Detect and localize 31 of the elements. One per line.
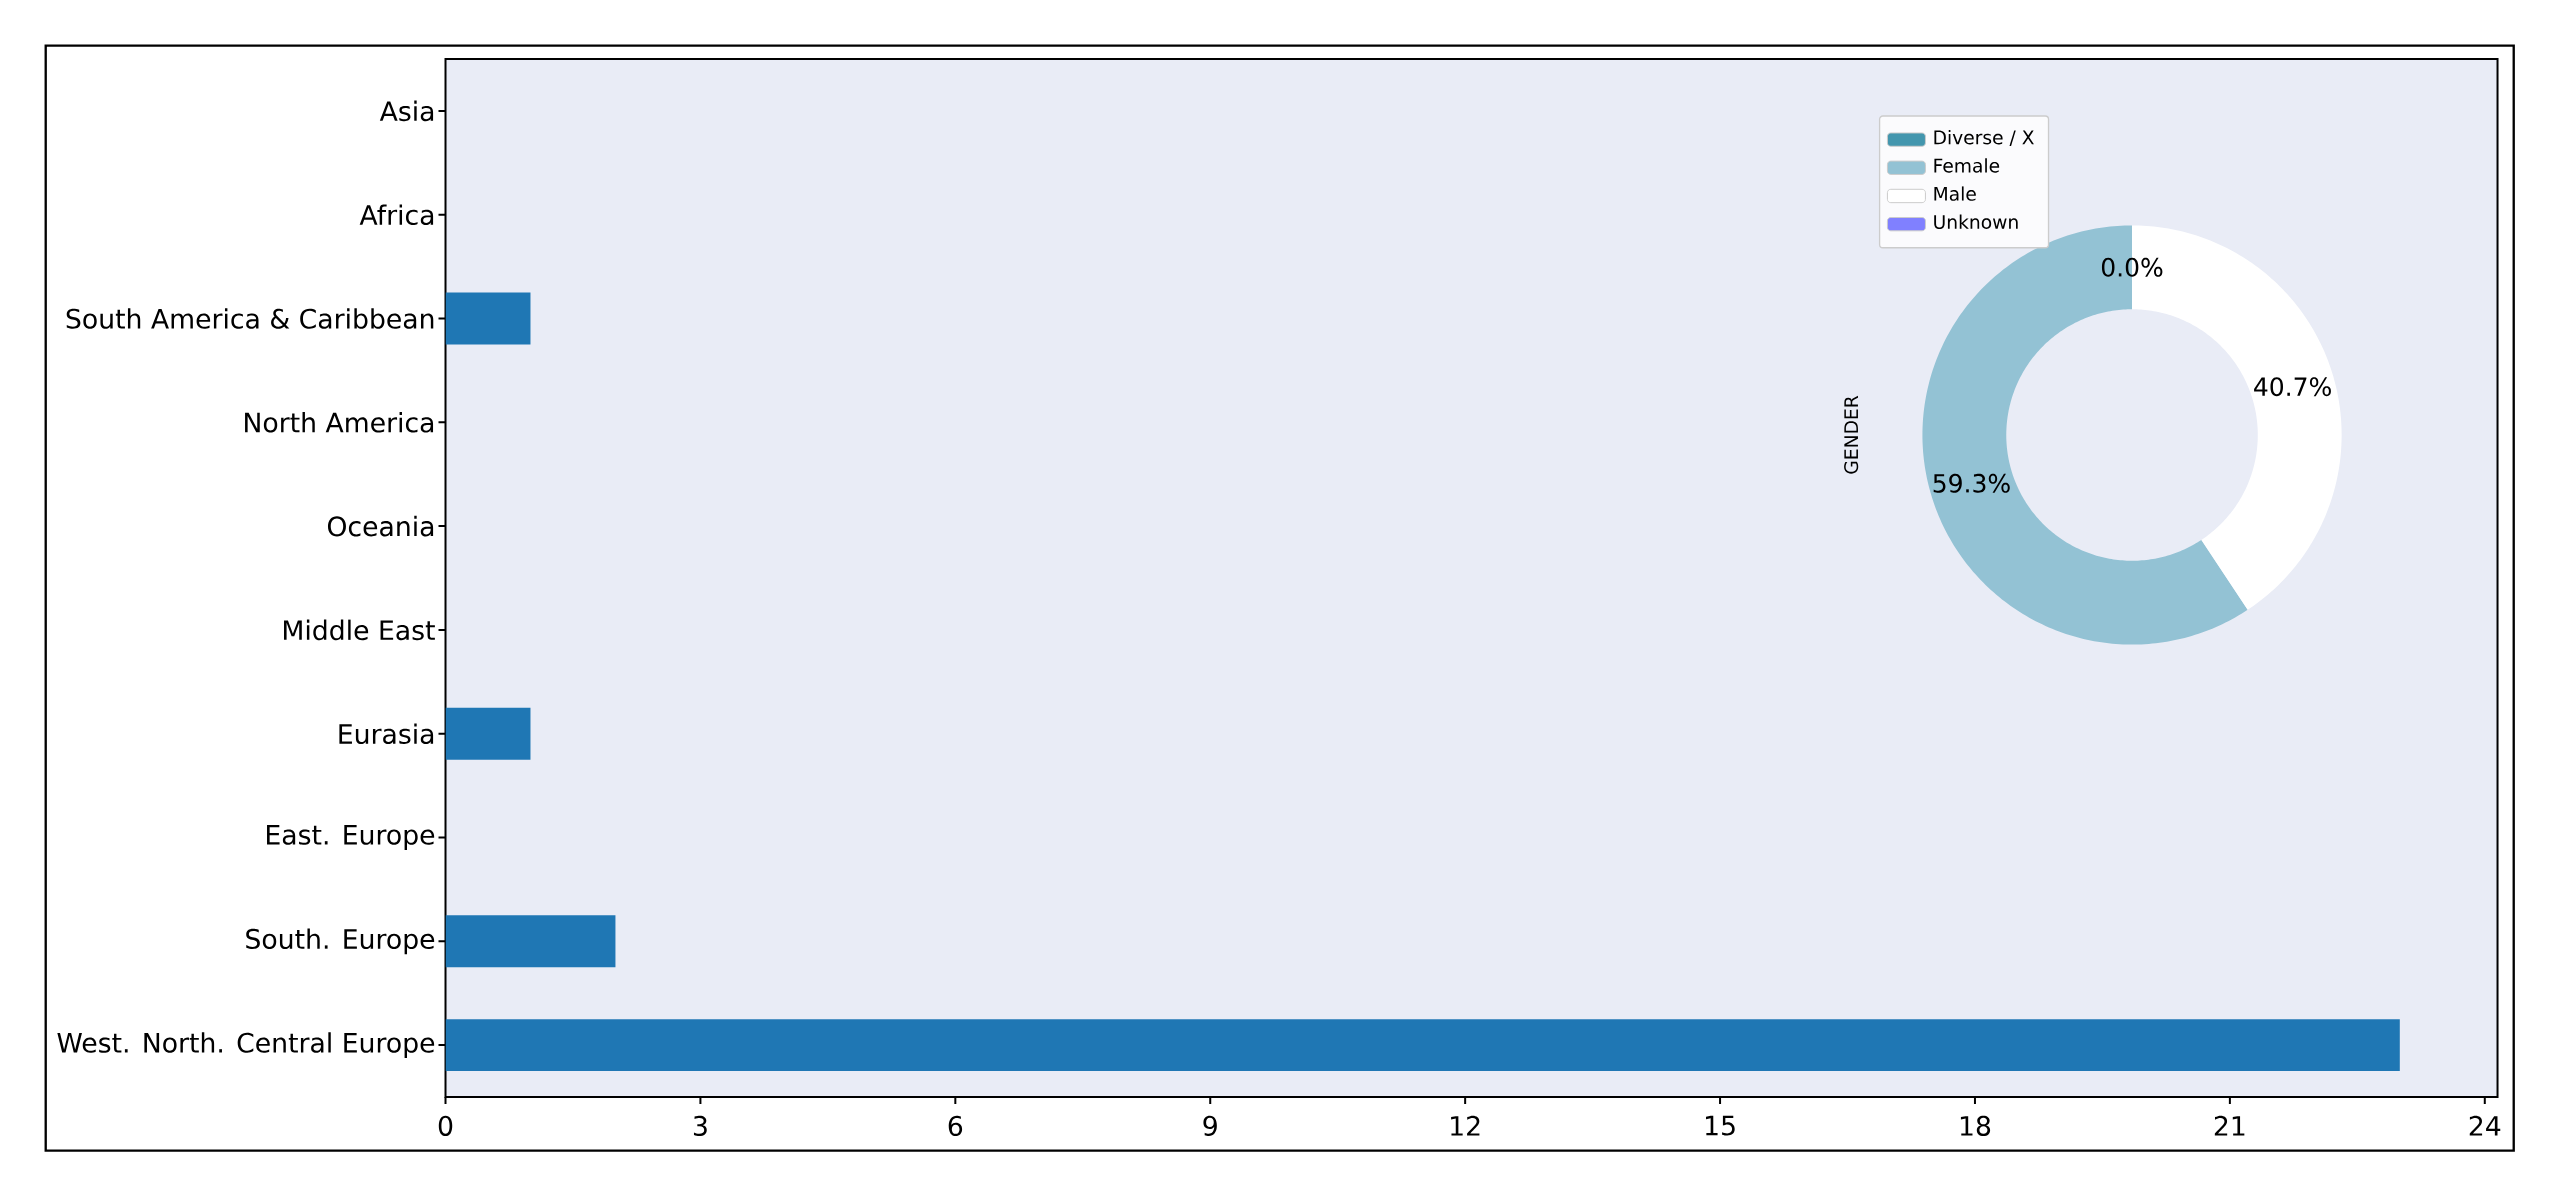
text: GENDER [1844, 395, 1859, 474]
x-tick-label: 3 [693, 1115, 707, 1136]
legend-label: Diverse / X [1934, 130, 2034, 146]
y-tick-label: Middle East [284, 619, 435, 641]
x-tick-label: 21 [2214, 1115, 2245, 1136]
legend-label: Male [1934, 186, 1976, 201]
x-tick-label: 6 [948, 1115, 963, 1136]
y-tick-label: South America & Caribbean [66, 308, 434, 329]
bar [445, 707, 531, 760]
x-tick-label: 0 [438, 1115, 453, 1136]
x-tick-label: 12 [1451, 1115, 1480, 1136]
y-tick-label: Africa [359, 204, 434, 226]
x-tick-label: 9 [1203, 1115, 1217, 1136]
data-label: 40.7% [2254, 377, 2331, 397]
y-tick-label: Asia [379, 100, 434, 122]
bar [445, 915, 616, 968]
bar [445, 1019, 2400, 1072]
y-tick-label: East. Europe [267, 825, 435, 850]
data-label: 59.3% [1933, 473, 2010, 493]
y-tick-label: South. Europe [246, 928, 435, 955]
x-tick-label: 15 [1706, 1115, 1735, 1136]
y-tick-label: West. North. Central Europe [57, 1032, 435, 1059]
y-tick-label: North America [245, 412, 434, 433]
bar [445, 292, 531, 345]
x-tick-label: 24 [2469, 1115, 2501, 1136]
text: 0.0% [2101, 257, 2163, 277]
legend-label: Unknown [1934, 214, 2018, 229]
legend-label: Female [1934, 158, 2000, 173]
y-tick-label: Oceania [327, 515, 434, 537]
x-tick-label: 18 [1960, 1115, 1991, 1136]
y-tick-label: Eurasia [339, 723, 434, 745]
